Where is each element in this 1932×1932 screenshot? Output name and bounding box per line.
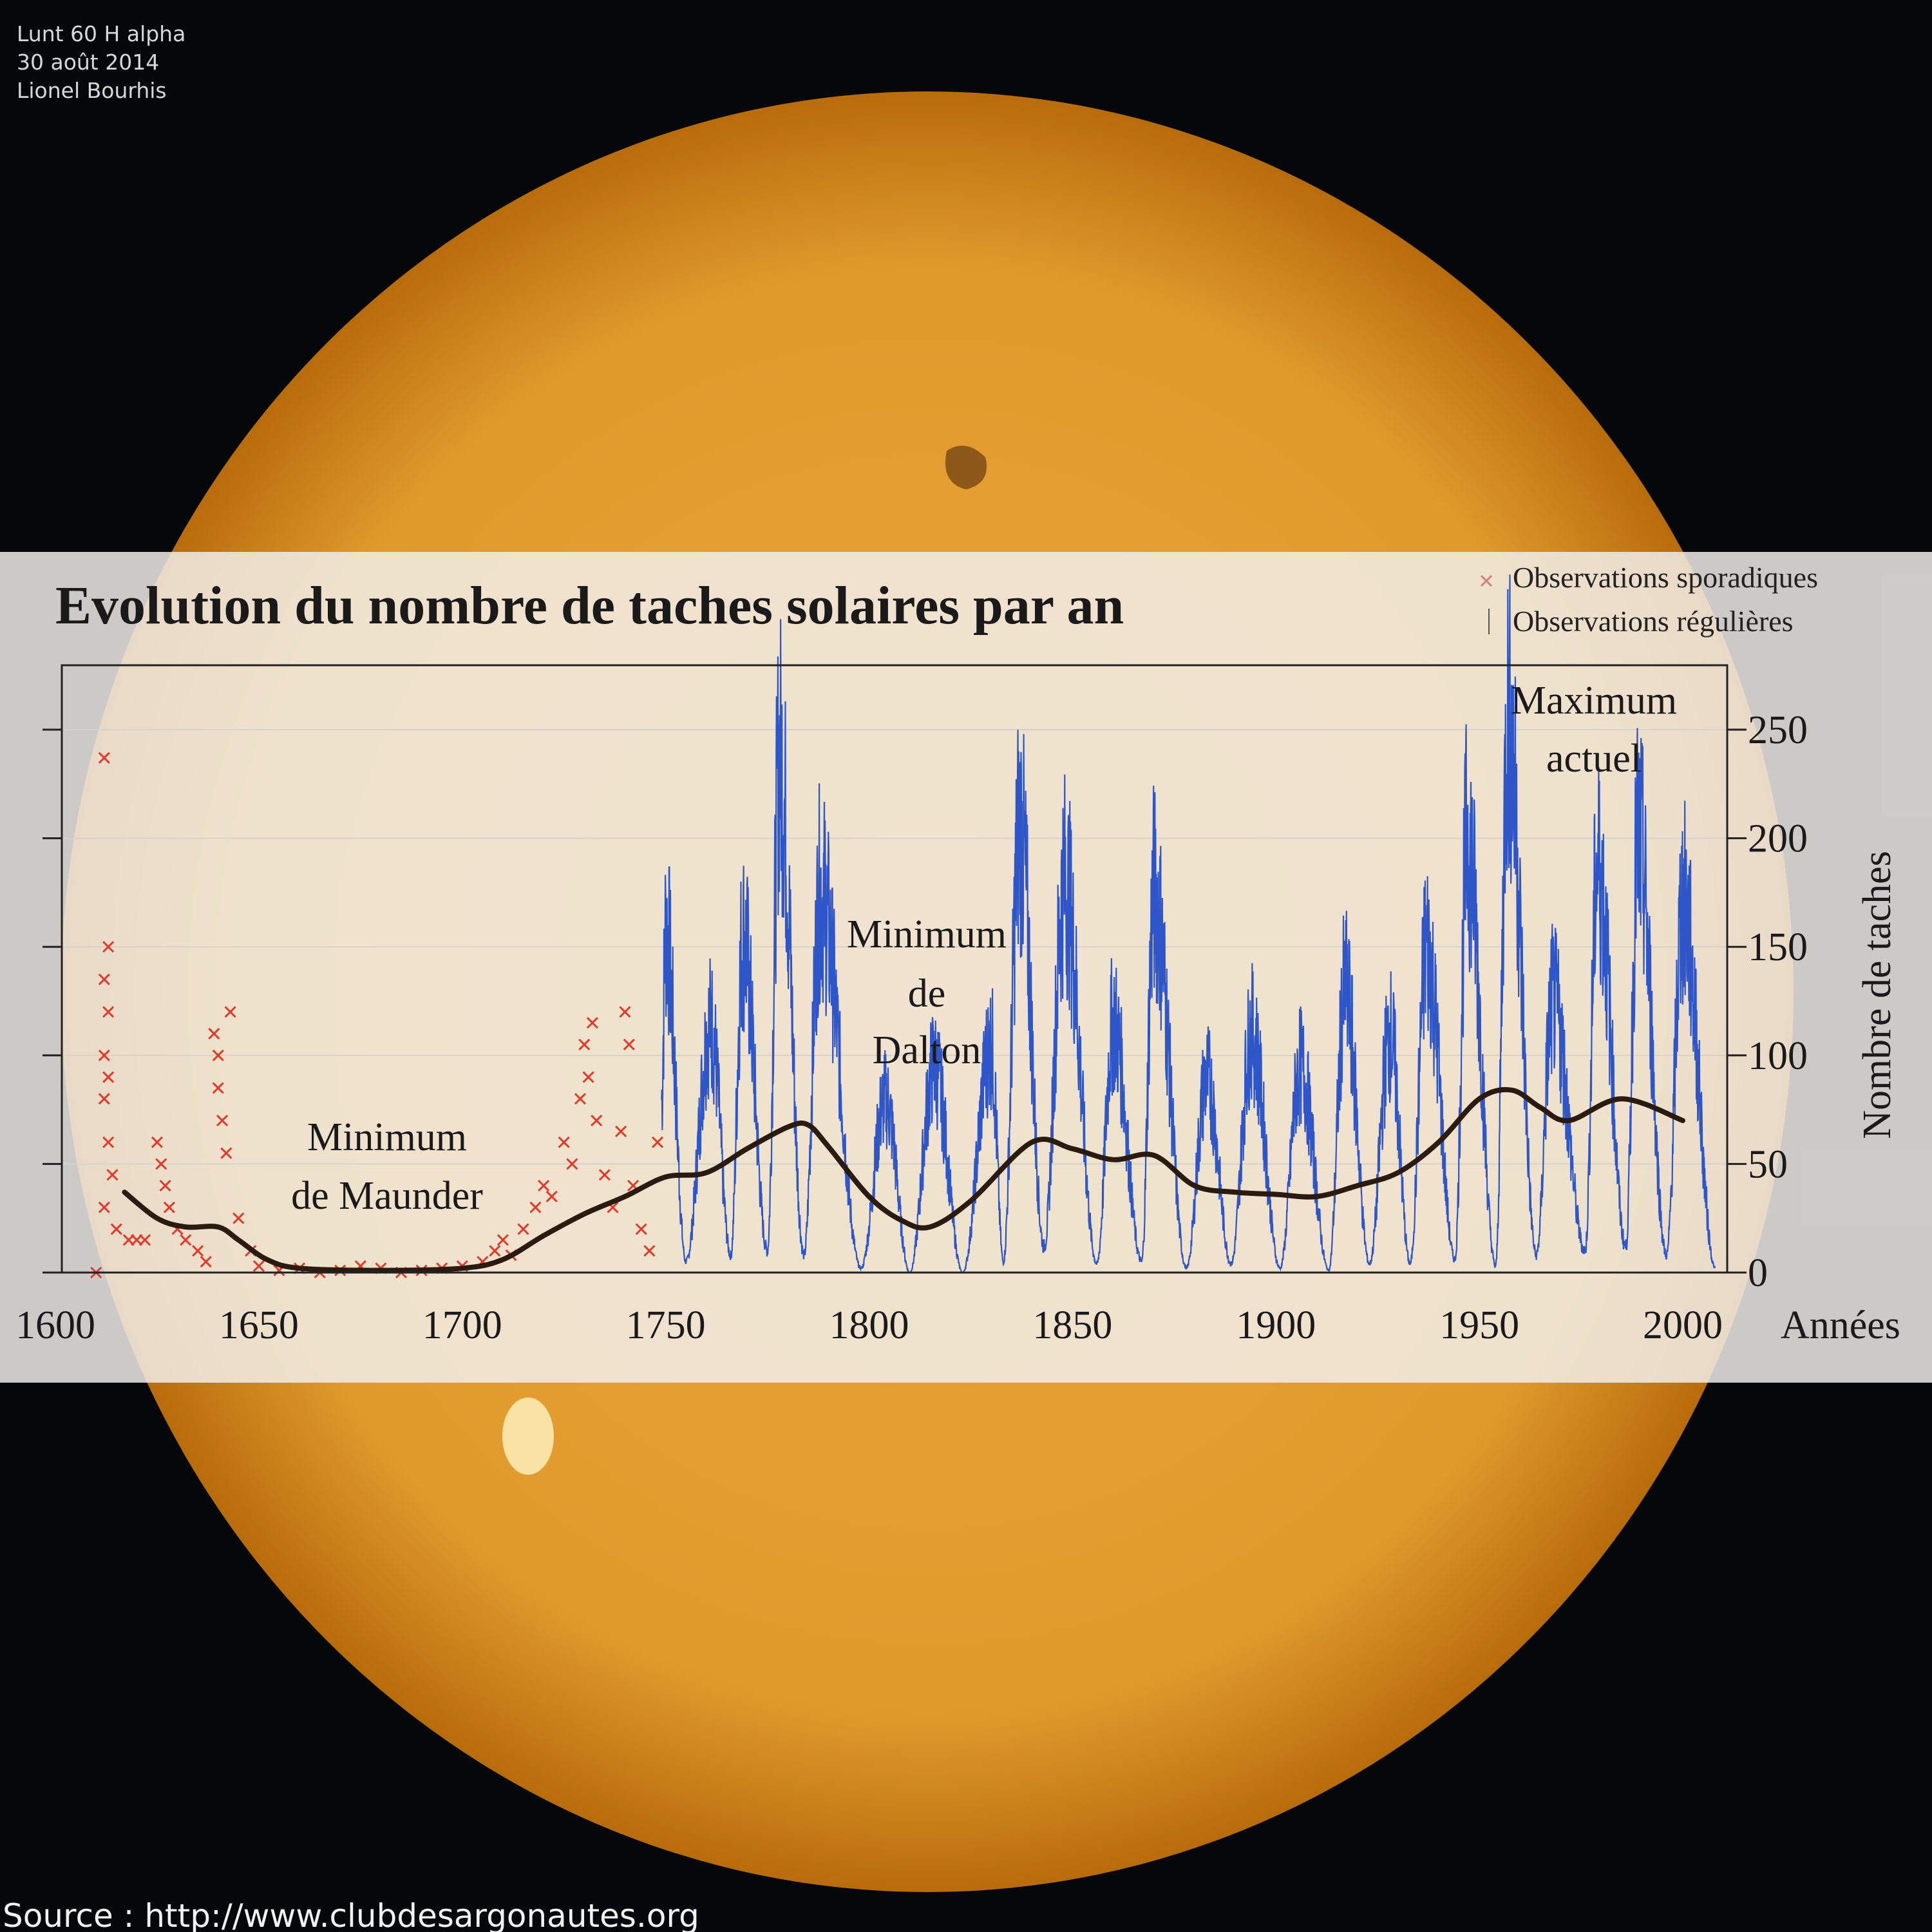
x-tick-label: 1900 bbox=[1236, 1303, 1316, 1347]
sporadic-point bbox=[98, 1201, 110, 1213]
sporadic-point bbox=[192, 1245, 204, 1257]
sporadic-point bbox=[102, 1006, 115, 1018]
sporadic-point bbox=[216, 1114, 229, 1127]
sporadic-point bbox=[106, 1169, 118, 1181]
annotation-dalton-line1: Minimum bbox=[847, 913, 1007, 956]
sporadic-point bbox=[582, 1071, 594, 1083]
sporadic-point bbox=[98, 752, 110, 764]
sporadic-point bbox=[252, 1260, 265, 1272]
x-tick-label: 1700 bbox=[422, 1303, 502, 1347]
sporadic-point bbox=[566, 1158, 578, 1170]
regular-observations-line bbox=[661, 574, 1716, 1274]
sporadic-point bbox=[578, 1038, 591, 1051]
sporadic-point bbox=[212, 1049, 224, 1061]
sporadic-point bbox=[529, 1201, 542, 1213]
annotation-maximum-line2: actuel bbox=[1546, 737, 1642, 781]
sporadic-point bbox=[598, 1169, 611, 1181]
x-axis-label: Années bbox=[1781, 1303, 1900, 1347]
photo-caption: Lunt 60 H alpha 30 août 2014 Lionel Bour… bbox=[17, 21, 185, 103]
sporadic-point bbox=[220, 1147, 232, 1159]
annotation-dalton-line2: de bbox=[908, 972, 946, 1016]
y-axis-label: Nombre de taches bbox=[1855, 851, 1899, 1139]
sporadic-point bbox=[155, 1158, 167, 1170]
annotation-maunder-line2: de Maunder bbox=[291, 1174, 483, 1218]
sporadic-point bbox=[110, 1223, 122, 1235]
x-axis: 1600 1650 1700 1750 1800 1850 1900 1950 2000 bbox=[15, 1303, 1723, 1347]
chart-band bbox=[0, 552, 1932, 1383]
legend-sporadic-label: Observations sporadiques bbox=[1513, 561, 1818, 594]
sporadic-point bbox=[538, 1180, 550, 1192]
sporadic-point bbox=[558, 1136, 570, 1148]
sporadic-point bbox=[212, 1082, 224, 1094]
sporadic-point bbox=[98, 1093, 110, 1105]
annotation-maximum-line1: Maximum bbox=[1511, 679, 1677, 723]
y-tick-label: 150 bbox=[1748, 925, 1808, 969]
y-axis: 0 50 100 150 200 250 bbox=[43, 708, 1808, 1295]
legend-regular-label: Observations régulières bbox=[1513, 605, 1794, 638]
sporadic-point bbox=[151, 1136, 163, 1148]
plot-frame bbox=[61, 664, 1728, 1274]
x-tick-label: 1650 bbox=[219, 1303, 299, 1347]
sporadic-point bbox=[138, 1234, 151, 1246]
x-tick-label: 1800 bbox=[829, 1303, 909, 1347]
sporadic-point bbox=[98, 973, 110, 985]
x-tick-label: 1750 bbox=[626, 1303, 706, 1347]
annotations: Minimum de Maunder Minimum de Dalton Max… bbox=[291, 679, 1677, 1218]
x-tick-label: 2000 bbox=[1643, 1303, 1723, 1347]
sporadic-point bbox=[232, 1212, 245, 1224]
solar-flare-region bbox=[502, 1397, 554, 1475]
sporadic-point bbox=[102, 941, 115, 953]
x-tick-label: 1850 bbox=[1032, 1303, 1112, 1347]
y-tick-label: 250 bbox=[1748, 708, 1808, 752]
y-tick-label: 0 bbox=[1748, 1251, 1768, 1295]
sunspot bbox=[945, 446, 987, 489]
sporadic-point bbox=[635, 1223, 647, 1235]
sporadic-point bbox=[651, 1136, 664, 1148]
source-credit: Source : http://www.clubdesargonautes.or… bbox=[3, 1897, 699, 1932]
x-tick-label: 1600 bbox=[15, 1303, 95, 1347]
sporadic-point bbox=[591, 1114, 603, 1127]
sporadic-point bbox=[180, 1234, 192, 1246]
sporadic-point bbox=[586, 1017, 598, 1029]
sporadic-point bbox=[545, 1190, 558, 1203]
sporadic-point bbox=[200, 1256, 212, 1268]
y-tick-label: 50 bbox=[1748, 1142, 1788, 1186]
legend-sporadic-marker bbox=[1480, 574, 1493, 587]
sporadic-point bbox=[497, 1234, 509, 1246]
y-tick-label: 200 bbox=[1748, 817, 1808, 861]
sporadic-point bbox=[98, 1049, 110, 1061]
sporadic-point bbox=[163, 1201, 175, 1213]
sporadic-point bbox=[159, 1180, 171, 1192]
sporadic-point bbox=[643, 1245, 656, 1257]
caption-line-3: Lionel Bourhis bbox=[17, 78, 167, 103]
sporadic-point bbox=[623, 1038, 635, 1051]
caption-line-1: Lunt 60 H alpha bbox=[17, 21, 185, 46]
regular-series bbox=[661, 574, 1716, 1274]
chart-title: Evolution du nombre de taches solaires p… bbox=[55, 576, 1124, 636]
x-tick-label: 1950 bbox=[1439, 1303, 1519, 1347]
sporadic-point bbox=[102, 1136, 115, 1148]
sporadic-point bbox=[102, 1071, 115, 1083]
sporadic-point bbox=[615, 1125, 627, 1137]
sporadic-point bbox=[619, 1006, 631, 1018]
sporadic-point bbox=[208, 1028, 220, 1040]
sporadic-point bbox=[574, 1093, 587, 1105]
y-tick-label: 100 bbox=[1748, 1034, 1808, 1078]
legend: Observations sporadiques Observations ré… bbox=[1480, 561, 1818, 638]
sporadic-point bbox=[224, 1006, 236, 1018]
annotation-maunder-line1: Minimum bbox=[307, 1115, 467, 1159]
sporadic-point bbox=[489, 1245, 501, 1257]
sporadic-point bbox=[517, 1223, 529, 1235]
smoothed-trend-line bbox=[122, 1087, 1685, 1273]
smoothed-series bbox=[122, 1087, 1685, 1273]
annotation-dalton-line3: Dalton bbox=[873, 1028, 981, 1072]
caption-line-2: 30 août 2014 bbox=[17, 50, 159, 75]
